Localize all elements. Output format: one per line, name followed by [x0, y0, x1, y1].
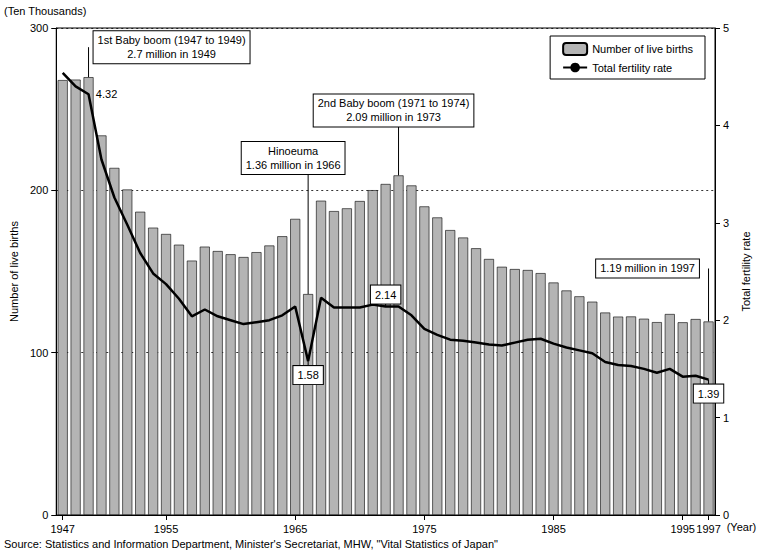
svg-text:1965: 1965 [283, 523, 307, 535]
svg-text:100: 100 [30, 347, 48, 359]
svg-text:2: 2 [723, 314, 729, 326]
svg-text:5: 5 [723, 22, 729, 34]
svg-text:1955: 1955 [154, 523, 178, 535]
svg-text:4: 4 [723, 119, 729, 131]
svg-text:(Ten Thousands): (Ten Thousands) [4, 5, 86, 17]
svg-text:Total fertility rate: Total fertility rate [592, 62, 672, 74]
svg-text:1st Baby boom (1947 to 1949): 1st Baby boom (1947 to 1949) [98, 34, 246, 46]
svg-text:Hinoeuma: Hinoeuma [268, 145, 319, 157]
svg-text:300: 300 [30, 22, 48, 34]
svg-text:Total fertility rate: Total fertility rate [740, 231, 752, 311]
svg-text:2.09 million in 1973: 2.09 million in 1973 [346, 111, 441, 123]
svg-text:0: 0 [723, 509, 729, 521]
svg-text:1995: 1995 [670, 523, 694, 535]
svg-text:1: 1 [723, 412, 729, 424]
svg-text:Number of live births: Number of live births [592, 43, 693, 55]
svg-text:1.58: 1.58 [297, 369, 318, 381]
svg-text:2.7 million in 1949: 2.7 million in 1949 [127, 48, 216, 60]
svg-text:4.32: 4.32 [96, 88, 117, 100]
svg-text:Number of live births: Number of live births [8, 221, 20, 322]
svg-text:2nd Baby boom (1971 to 1974): 2nd Baby boom (1971 to 1974) [318, 97, 470, 109]
svg-text:200: 200 [30, 184, 48, 196]
svg-text:1947: 1947 [50, 523, 74, 535]
svg-text:1997: 1997 [696, 523, 720, 535]
svg-text:1.19 million in 1997: 1.19 million in 1997 [600, 262, 695, 274]
svg-text:1.39: 1.39 [698, 388, 719, 400]
svg-text:1985: 1985 [541, 523, 565, 535]
svg-text:0: 0 [42, 509, 48, 521]
svg-text:1975: 1975 [412, 523, 436, 535]
svg-text:2.14: 2.14 [375, 289, 396, 301]
svg-text:1.36 million in 1966: 1.36 million in 1966 [246, 159, 341, 171]
svg-text:Source: Statistics and Informa: Source: Statistics and Information Depar… [4, 538, 498, 550]
svg-text:(Year): (Year) [727, 521, 757, 533]
svg-text:3: 3 [723, 217, 729, 229]
